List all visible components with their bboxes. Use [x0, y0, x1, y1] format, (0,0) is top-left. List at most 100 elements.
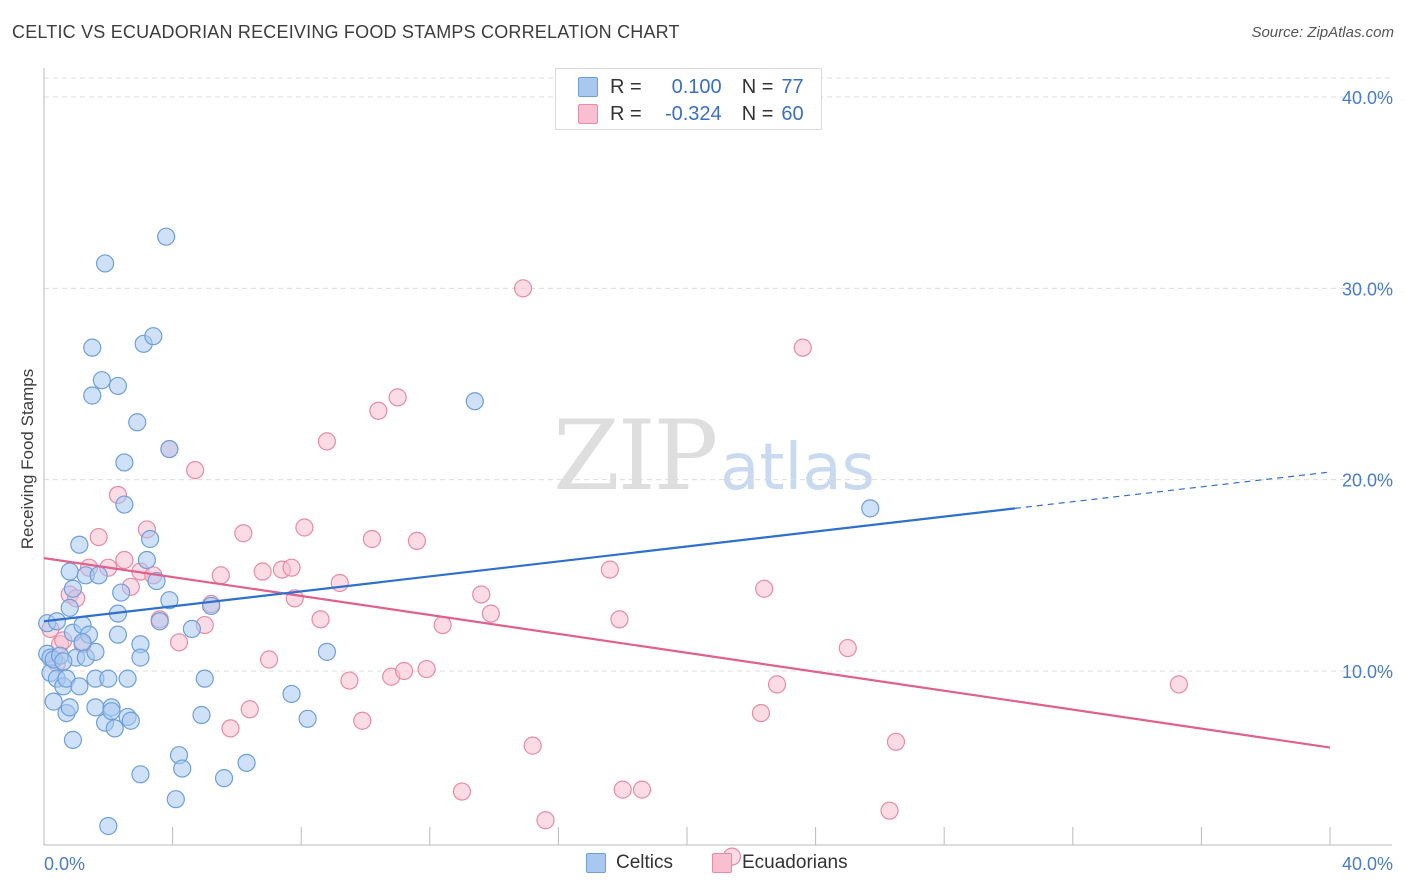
legend-r-value: -0.324: [664, 102, 722, 125]
ecuadorians-point: [613, 780, 632, 799]
legend-item-ecuadorians: Ecuadorians: [712, 852, 848, 874]
celtics-points: [38, 227, 880, 836]
ecuadorians-point: [751, 703, 771, 723]
ecuadorians-point: [407, 531, 427, 550]
ecuadorians-point: [186, 461, 205, 480]
ecuadorians-point: [394, 661, 414, 681]
legend-item-label: Celtics: [616, 852, 674, 873]
legend-n-label: N =: [741, 75, 774, 98]
x-tick-label: 0.0%: [44, 854, 85, 874]
celtics-point: [140, 529, 160, 549]
celtics-point: [108, 625, 128, 644]
chart-source: Source: ZipAtlas.com: [1251, 24, 1394, 41]
ecuadorians-point: [115, 550, 134, 570]
celtics-point: [70, 677, 89, 696]
watermark-zip: ZIP: [553, 400, 718, 512]
celtics-point: [317, 642, 337, 661]
celtics-point: [44, 692, 63, 711]
celtics-point: [128, 413, 147, 432]
celtics-point: [60, 562, 79, 581]
grid: [44, 77, 1392, 672]
ecuadorians-point: [317, 432, 337, 451]
celtics-point: [54, 652, 73, 671]
ecuadorians-point: [610, 610, 629, 629]
ecuadorians-point: [282, 558, 301, 577]
celtics-point: [131, 765, 150, 784]
ecuadorians-point: [632, 780, 652, 799]
tick-labels: 10.0% 20.0% 30.0% 40.0% 0.0% 40.0%: [44, 88, 1393, 874]
celtics-swatch: [578, 77, 598, 97]
celtics-trend-line: [43, 507, 1016, 623]
celtics-point: [63, 579, 83, 598]
celtics-point: [102, 702, 121, 721]
y-tick-label: 30.0%: [1342, 279, 1393, 299]
watermark-atlas: atlas: [720, 431, 875, 505]
ecuadorians-point: [536, 811, 555, 830]
ecuadorians-point: [253, 562, 272, 581]
ecuadorians-point: [793, 338, 812, 357]
celtics-legend-swatch: [586, 853, 606, 873]
celtics-point: [150, 612, 169, 631]
ecuadorians-point: [755, 579, 774, 598]
celtics-point: [83, 338, 102, 357]
celtics-point: [465, 392, 484, 411]
legend-n-value: 60: [781, 102, 804, 125]
legend-r-label: R =: [610, 75, 642, 98]
celtics-point: [182, 619, 201, 639]
celtics-point: [99, 669, 118, 688]
celtics-trend-extension: [1014, 471, 1331, 509]
ecuadorians-point: [433, 615, 452, 635]
ecuadorians-points: [41, 279, 1188, 866]
y-axis-label: Receiving Food Stamps: [18, 369, 37, 549]
celtics-point: [86, 642, 105, 661]
celtics-point: [166, 790, 185, 809]
celtics-point: [157, 227, 176, 246]
ecuadorians-point: [311, 610, 330, 629]
celtics-point: [195, 669, 214, 688]
correlation-legend: R = 0.100 N = 77 R = -0.324 N = 60: [555, 68, 822, 130]
celtics-point: [160, 439, 179, 459]
celtics-point: [83, 386, 102, 405]
celtics-point: [160, 591, 179, 610]
celtics-point: [131, 648, 150, 667]
legend-row-celtics: R = 0.100 N = 77: [578, 75, 804, 99]
celtics-point: [73, 633, 92, 652]
ecuadorians-point: [767, 675, 787, 694]
legend-r-value: 0.100: [671, 75, 722, 98]
celtics-point: [214, 769, 234, 788]
chart-title: CELTIC VS ECUADORIAN RECEIVING FOOD STAM…: [12, 22, 680, 42]
axes: [43, 68, 1392, 846]
ecuadorians-point: [600, 560, 619, 579]
ecuadorians-point: [523, 736, 542, 755]
celtics-point: [95, 254, 115, 273]
celtics-point: [118, 669, 137, 688]
y-tick-label: 40.0%: [1342, 88, 1393, 108]
celtics-point: [173, 759, 192, 778]
ecuadorians-point: [211, 566, 230, 585]
ecuadorians-trend-line: [43, 557, 1331, 749]
ecuadorians-point: [417, 659, 436, 679]
legend-n-label: N =: [741, 102, 774, 125]
ecuadorians-point: [880, 801, 899, 820]
ecuadorians-point: [259, 650, 279, 669]
celtics-point: [115, 453, 134, 472]
ecuadorians-point: [886, 732, 906, 751]
ecuadorians-legend-swatch: [712, 853, 732, 873]
celtics-point: [237, 753, 256, 772]
ecuadorians-point: [169, 633, 189, 652]
ecuadorians-point: [472, 585, 491, 604]
ecuadorians-point: [240, 700, 259, 719]
ecuadorians-point: [330, 573, 349, 593]
ecuadorians-point: [234, 524, 253, 543]
y-tick-label: 20.0%: [1342, 471, 1393, 491]
celtics-point: [70, 535, 89, 554]
celtics-point: [202, 596, 221, 616]
celtics-point: [147, 571, 166, 591]
celtics-point: [92, 371, 111, 390]
ecuadorians-point: [362, 529, 382, 549]
legend-row-ecuadorians: R = -0.324 N = 60: [578, 102, 804, 126]
celtics-point: [144, 327, 163, 346]
ecuadorians-point: [340, 671, 359, 690]
ecuadorians-point: [89, 527, 108, 547]
ecuadorians-point: [295, 518, 314, 537]
